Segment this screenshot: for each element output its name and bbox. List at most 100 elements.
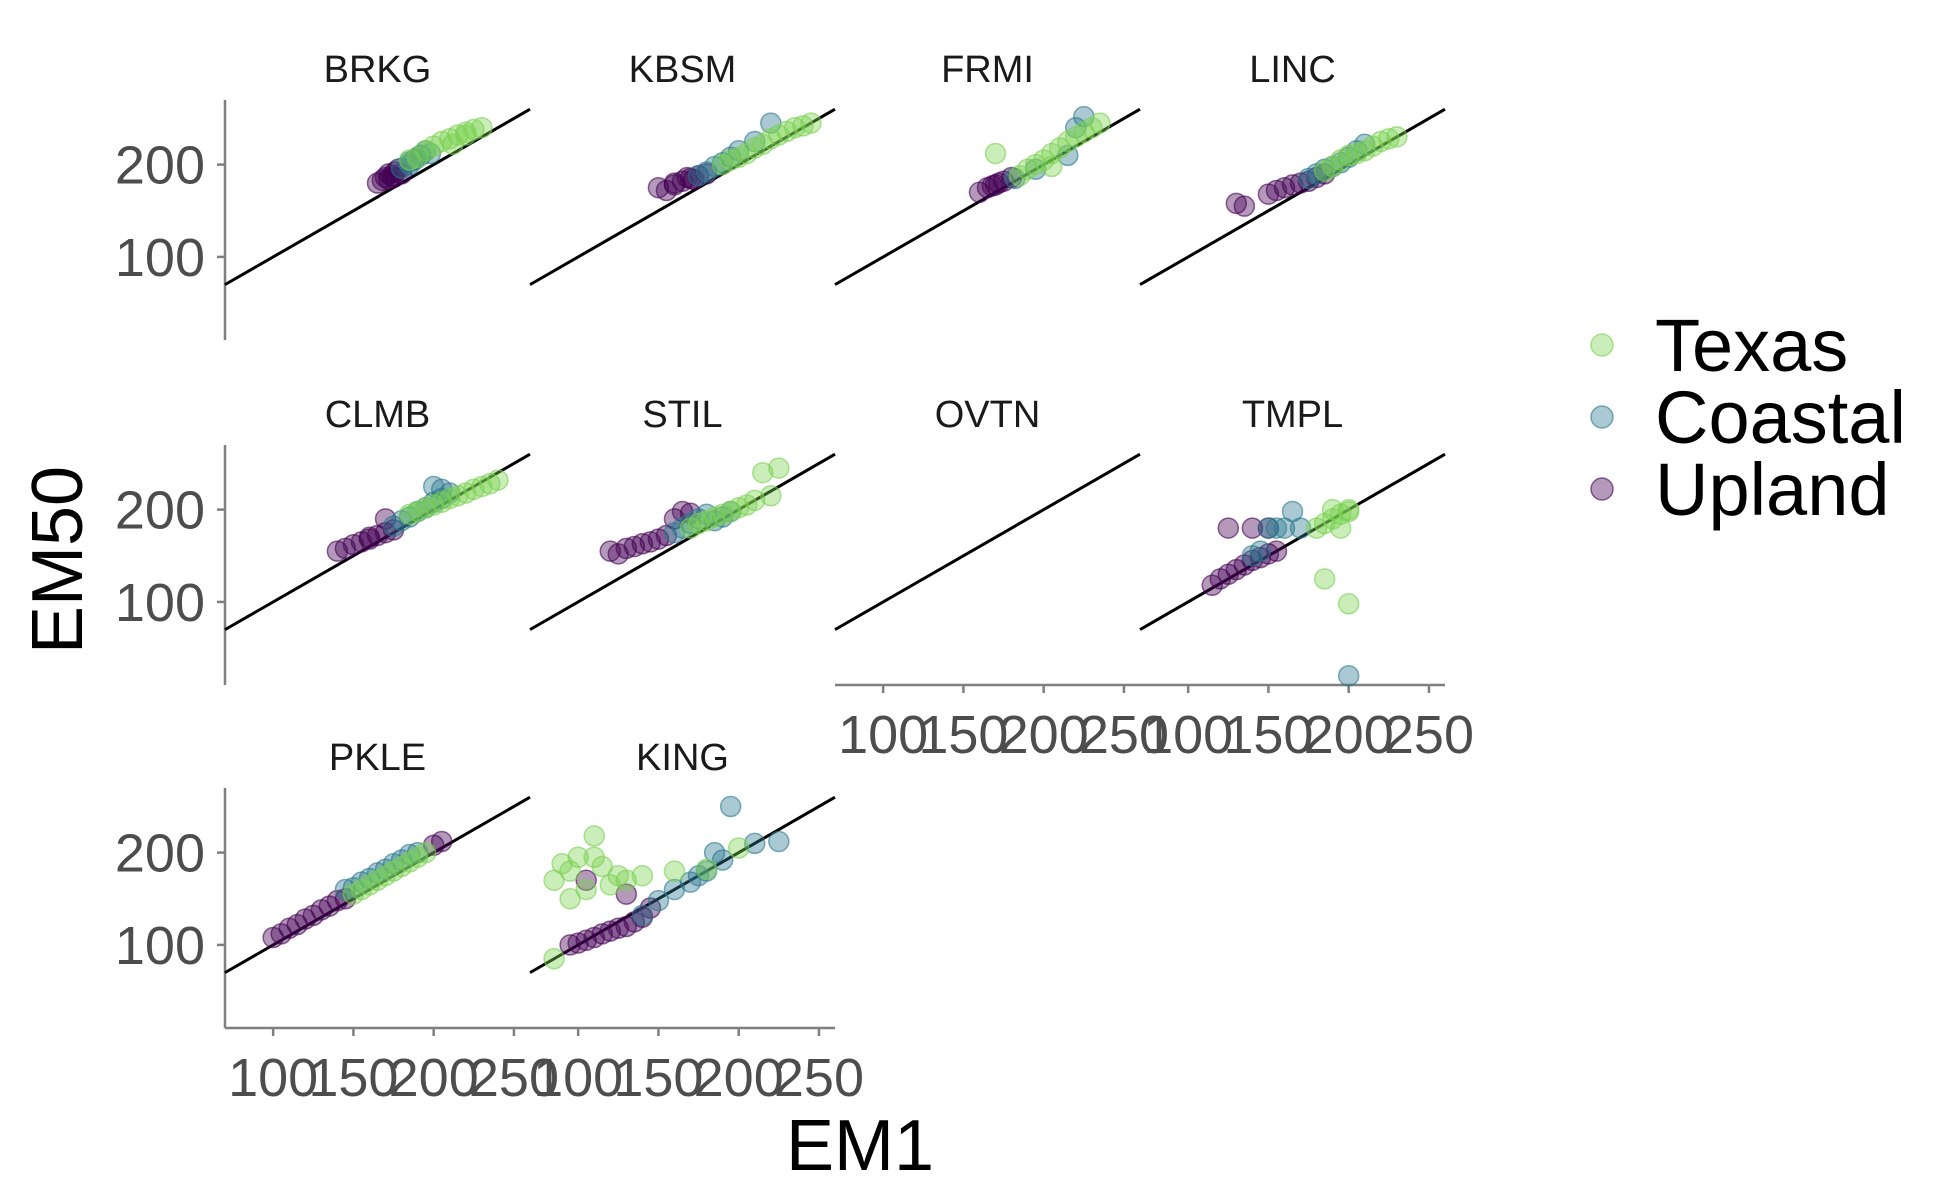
x-tick-label: 200: [999, 705, 1089, 765]
x-tick-label: 100: [533, 1048, 623, 1108]
point-texas: [543, 948, 565, 970]
facet-label-clmb: CLMB: [325, 394, 431, 436]
y-tick-label: 200: [115, 136, 205, 196]
point-upland: [559, 934, 581, 956]
y-tick-label: 100: [115, 573, 205, 633]
point-coastal: [1257, 517, 1280, 539]
point-upland: [1265, 179, 1288, 202]
point-texas: [719, 149, 742, 171]
point-upland: [1257, 543, 1280, 565]
point-texas: [784, 116, 806, 139]
point-upland: [1281, 174, 1304, 196]
point-texas: [727, 837, 750, 859]
reference-line: [529, 452, 836, 631]
point-texas: [447, 485, 469, 507]
x-tick-label: 250: [1079, 705, 1169, 765]
point-texas: [1337, 144, 1360, 167]
point-coastal: [768, 830, 790, 853]
facet-linc: LINC: [1139, 49, 1446, 286]
point-texas: [663, 860, 686, 882]
reference-line: [834, 452, 1141, 631]
point-upland: [430, 830, 453, 853]
x-tick-label: 250: [469, 1048, 559, 1108]
x-tick-label: 150: [613, 1048, 703, 1108]
point-coastal: [631, 904, 654, 927]
point-coastal: [743, 832, 766, 855]
facet-label-kbsm: KBSM: [629, 49, 737, 91]
point-coastal: [719, 795, 742, 818]
point-coastal: [1337, 665, 1360, 687]
point-texas: [743, 489, 766, 512]
point-texas: [551, 852, 573, 875]
point-upland: [1241, 517, 1264, 539]
y-tick-label: 100: [115, 228, 205, 288]
point-upland: [1233, 195, 1256, 217]
point-texas: [414, 497, 437, 519]
facet-frmi: FRMI: [834, 49, 1141, 286]
point-upland: [326, 889, 349, 912]
point-texas: [583, 825, 605, 847]
point-coastal: [398, 843, 421, 866]
point-texas: [752, 461, 774, 484]
facet-clmb: CLMB 100 200: [115, 394, 531, 685]
facet-label-tmpl: TMPL: [1242, 394, 1343, 436]
facet-label-brkg: BRKG: [324, 49, 432, 91]
point-coastal: [1073, 105, 1095, 128]
x-tick-label: 100: [1143, 705, 1233, 765]
facet-label-ovtn: OVTN: [935, 394, 1041, 436]
facet-brkg: BRKG 100 200: [115, 49, 531, 340]
x-tick-label: 200: [1304, 705, 1394, 765]
point-upland: [639, 897, 662, 919]
facet-stil: STIL: [529, 394, 836, 631]
point-texas: [398, 503, 421, 525]
point-texas: [1337, 593, 1360, 615]
point-upland: [358, 526, 381, 549]
y-tick-label: 100: [115, 916, 205, 976]
reference-line: [834, 107, 1141, 286]
legend-label-texas: Texas: [1655, 304, 1848, 387]
facet-label-frmi: FRMI: [941, 49, 1034, 91]
point-texas: [711, 503, 734, 525]
point-texas: [695, 858, 718, 880]
facet-label-pkle: PKLE: [329, 737, 426, 779]
point-texas: [1378, 128, 1400, 150]
x-tick-label: 250: [1384, 705, 1474, 765]
point-texas: [487, 469, 509, 491]
point-texas: [583, 846, 605, 868]
point-upland: [639, 531, 662, 553]
point-upland: [631, 533, 654, 555]
point-upland: [607, 917, 630, 940]
point-texas: [1337, 498, 1360, 521]
reference-line: [1139, 107, 1446, 286]
point-upland: [623, 535, 646, 558]
point-upland: [326, 540, 349, 562]
legend-label-upland: Upland: [1655, 448, 1890, 531]
x-tick-label: 100: [228, 1048, 318, 1108]
legend-key-coastal: [1590, 405, 1614, 429]
point-texas: [615, 869, 638, 892]
point-upland: [647, 176, 670, 199]
reference-line: [529, 107, 836, 286]
point-upland: [599, 540, 622, 562]
point-upland: [575, 869, 597, 892]
y-tick-label: 200: [115, 824, 205, 884]
x-axis-title: EM1: [786, 1106, 934, 1186]
point-texas: [1313, 568, 1336, 590]
point-texas: [422, 494, 445, 516]
facet-label-linc: LINC: [1249, 49, 1336, 91]
facet-label-king: KING: [636, 737, 729, 779]
y-axis-title: EM50: [18, 466, 98, 654]
point-texas: [398, 149, 421, 171]
point-texas: [703, 506, 726, 528]
point-texas: [1370, 130, 1392, 153]
point-texas: [1089, 112, 1111, 134]
point-upland: [1265, 540, 1288, 562]
point-texas: [442, 133, 464, 156]
point-texas: [1329, 517, 1352, 539]
